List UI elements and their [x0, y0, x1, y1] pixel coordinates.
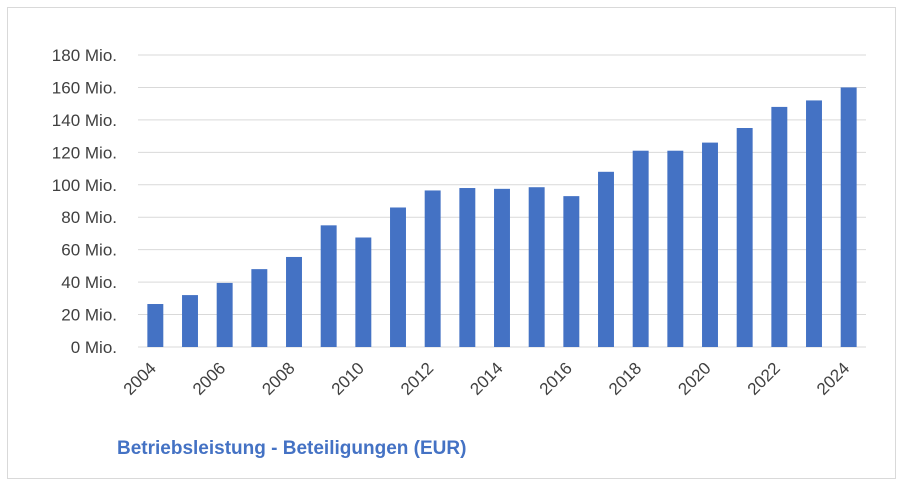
y-tick-label: 140 Mio.	[52, 111, 117, 130]
y-tick-label: 40 Mio.	[61, 273, 117, 292]
bars	[147, 87, 857, 348]
bar-2014	[494, 188, 510, 347]
x-tick-label: 2006	[189, 359, 229, 399]
bar-2013	[459, 188, 476, 347]
bar-2015	[528, 187, 545, 347]
bar-2023	[806, 100, 822, 347]
bar-2006	[216, 282, 233, 347]
bar-2021	[736, 128, 753, 347]
y-tick-label: 80 Mio.	[61, 208, 117, 227]
y-tick-label: 180 Mio.	[52, 46, 117, 65]
x-tick-label: 2010	[328, 359, 368, 399]
x-tick-label: 2012	[397, 359, 437, 399]
y-axis-ticks: 0 Mio. 20 Mio. 40 Mio. 60 Mio. 80 Mio. 100 Mi…	[52, 46, 117, 357]
bar-2017	[598, 171, 614, 347]
bar-2010	[355, 237, 372, 347]
bar-2011	[390, 207, 406, 347]
x-tick-label: 2020	[674, 359, 714, 399]
x-tick-label: 2014	[466, 359, 506, 399]
y-tick-label: 100 Mio.	[52, 176, 117, 195]
y-tick-label: 60 Mio.	[61, 241, 117, 260]
x-tick-label: 2004	[120, 359, 160, 399]
bar-2022	[771, 106, 788, 348]
bar-2020	[702, 142, 718, 347]
y-tick-label: 120 Mio.	[52, 143, 117, 162]
x-tick-label: 2016	[536, 359, 576, 399]
bar-2008	[286, 256, 302, 347]
x-axis-ticks: 2004 2006 2008 2010 2012 2014 2016 2018 2020 2022…	[120, 359, 854, 399]
x-tick-label: 2018	[605, 359, 645, 399]
bar-2005	[182, 295, 198, 347]
bar-2009	[320, 225, 337, 347]
y-tick-label: 160 Mio.	[52, 78, 117, 97]
bar-2004	[147, 304, 164, 347]
y-tick-label: 0 Mio.	[71, 338, 117, 357]
bar-2018	[632, 150, 649, 347]
bar-2019	[667, 150, 684, 347]
bar-2007	[251, 269, 268, 347]
x-tick-label: 2022	[744, 359, 784, 399]
bar-2012	[424, 190, 441, 347]
x-tick-label: 2024	[813, 359, 853, 399]
chart-title: Betriebsleistung - Beteiligungen (EUR)	[117, 438, 467, 459]
bar-2016	[563, 196, 580, 347]
bar-2024	[840, 87, 857, 347]
x-tick-label: 2008	[258, 359, 298, 399]
y-tick-label: 20 Mio.	[61, 306, 117, 325]
